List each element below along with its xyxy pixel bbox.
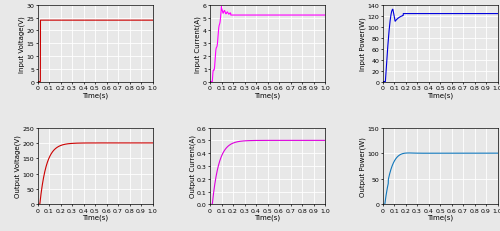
Y-axis label: Input Voltage(V): Input Voltage(V) (18, 16, 25, 72)
X-axis label: Time(s): Time(s) (82, 92, 108, 98)
X-axis label: Time(s): Time(s) (427, 214, 453, 220)
Y-axis label: Input Power(W): Input Power(W) (360, 17, 366, 71)
X-axis label: Time(s): Time(s) (254, 214, 280, 220)
X-axis label: Time(s): Time(s) (82, 214, 108, 220)
Y-axis label: Output Current(A): Output Current(A) (189, 135, 196, 198)
Y-axis label: Output Power(W): Output Power(W) (360, 137, 366, 196)
Y-axis label: Output Voltage(V): Output Voltage(V) (14, 135, 21, 198)
X-axis label: Time(s): Time(s) (254, 92, 280, 98)
Y-axis label: Input Current(A): Input Current(A) (195, 16, 202, 72)
X-axis label: Time(s): Time(s) (427, 92, 453, 98)
